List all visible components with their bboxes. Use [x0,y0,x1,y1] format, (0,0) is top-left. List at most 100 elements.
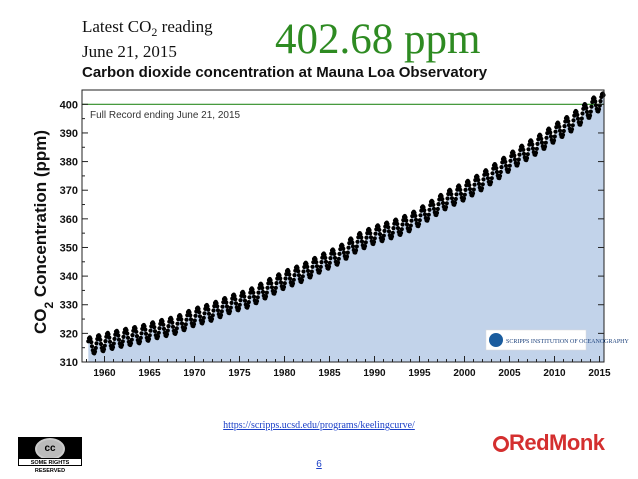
plot-frame [81,89,605,363]
data-point [575,112,580,117]
data-point [395,226,401,231]
creative-commons-badge[interactable]: cc SOME RIGHTS RESERVED [18,437,82,474]
data-point [385,221,390,227]
data-point [170,324,176,329]
data-point [350,244,356,249]
data-point [494,169,500,175]
data-point [341,250,347,255]
data-point [593,103,599,108]
data-point [197,310,202,315]
x-tick-label: 1980 [273,368,296,379]
data-point [251,290,256,295]
data-point [128,341,134,346]
data-point [354,244,359,249]
data-point [309,269,314,274]
data-point [242,294,247,299]
data-point [182,326,188,331]
data-point [287,276,293,281]
data-point [445,196,450,201]
reading-line-1: Latest CO2 reading [82,17,213,42]
data-point [286,269,291,274]
data-point [272,289,278,294]
data-point [462,192,467,197]
data-point [364,235,369,240]
data-point [380,237,386,242]
data-point [143,327,148,332]
data-point [112,336,117,341]
data-point [449,196,455,201]
data-point [593,99,598,104]
data-point [472,182,477,187]
data-point [310,264,315,269]
data-point [236,306,242,311]
data-point [103,339,108,344]
data-point [188,313,193,318]
data-point [152,325,157,330]
data-point [557,124,562,129]
data-point [106,332,111,337]
y-tick-label: 360 [60,214,78,226]
data-point [202,311,207,316]
data-point [548,130,553,135]
data-point [408,223,413,228]
data-point [93,345,98,351]
x-tick-label: 2015 [588,368,611,379]
data-point [251,294,257,299]
data-point [407,227,413,232]
data-point [371,239,377,245]
data-point [165,328,170,333]
page-number: 6 [316,459,322,470]
data-point [160,319,165,324]
data-point [413,217,419,222]
data-point [560,132,566,137]
data-point [435,206,440,212]
data-point [278,280,284,285]
reading-date: June 21, 2015 [82,42,177,61]
data-point [188,317,194,322]
x-tick-label: 1985 [318,368,341,379]
data-point [218,313,224,318]
data-point [503,159,508,164]
data-point [463,187,468,192]
data-point [326,264,332,269]
y-axis-label-suffix: Concentration (ppm) [31,130,50,302]
data-point [305,264,310,269]
data-point [232,293,237,299]
data-point [431,206,437,211]
data-point [206,307,211,312]
cc-icon: cc [35,438,65,460]
data-point [110,345,116,350]
data-point [490,171,495,176]
data-point [227,309,233,314]
data-point [223,297,228,302]
data-point [318,264,323,269]
x-tick-label: 1975 [228,368,251,379]
data-point [290,281,296,286]
data-point [579,116,584,121]
data-point [521,151,527,156]
data-point [254,299,260,304]
data-point [296,269,301,274]
data-point [210,313,215,318]
data-point [346,245,351,250]
x-tick-label: 1990 [363,368,386,379]
source-link[interactable]: https://scripps.ucsd.edu/programs/keelin… [223,420,415,431]
data-point [292,273,297,278]
data-point [224,304,230,309]
data-point [215,308,221,313]
data-point [278,276,283,281]
data-point [169,317,174,322]
data-point [476,181,482,186]
data-point [410,214,415,219]
data-point [161,326,167,331]
y-tick-label: 320 [60,328,78,340]
data-point [481,177,486,182]
reading-line-1-suffix: reading [157,17,213,36]
data-point [444,201,449,206]
data-point [409,218,414,223]
data-point [363,240,368,245]
data-point [516,157,521,162]
data-point [107,339,113,344]
data-point [598,99,603,104]
